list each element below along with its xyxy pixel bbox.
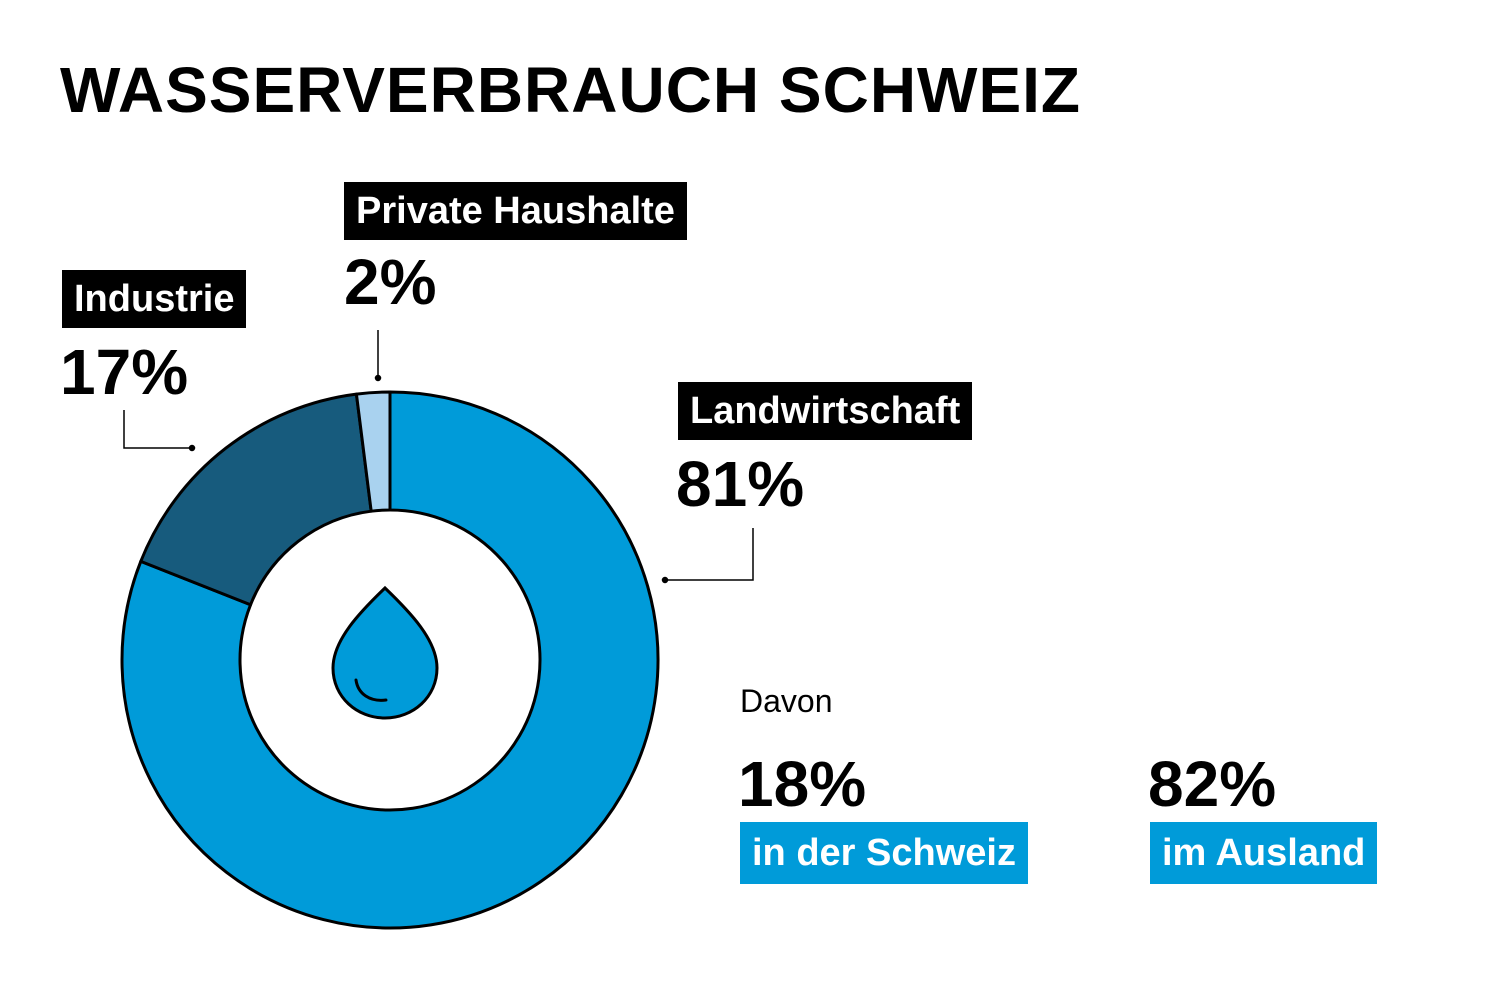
slice-value-industrie: 17% [60,336,189,408]
slice-label-private-haushalte: Private Haushalte [344,182,687,240]
donut-slices [120,390,660,930]
breakdown-intro: Davon [740,683,833,719]
breakdown-value-schweiz: 18% [738,748,867,820]
donut-slice-industrie [139,392,373,607]
leader-dot-landwirtschaft [661,576,669,584]
slice-label-industrie: Industrie [62,270,247,328]
slice-value-private-haushalte: 2% [344,246,437,318]
leader-dot-private [374,374,382,382]
chart-title: WASSERVERBRAUCH SCHWEIZ [60,54,1081,126]
slice-value-landwirtschaft: 81% [676,448,805,520]
breakdown-label-schweiz: in der Schweiz [740,822,1028,884]
leader-line-landwirtschaft [665,528,754,581]
leader-lines [123,330,754,584]
water-drop-icon [331,585,439,720]
donut-slice-private-haushalte [354,390,392,513]
breakdown-value-ausland: 82% [1148,748,1277,820]
leader-dot-industrie [188,444,196,452]
donut-slice-landwirtschaft [120,390,660,930]
breakdown-label-ausland: im Ausland [1150,822,1378,884]
slice-label-landwirtschaft: Landwirtschaft [678,382,973,440]
leader-line-industrie [123,410,192,449]
